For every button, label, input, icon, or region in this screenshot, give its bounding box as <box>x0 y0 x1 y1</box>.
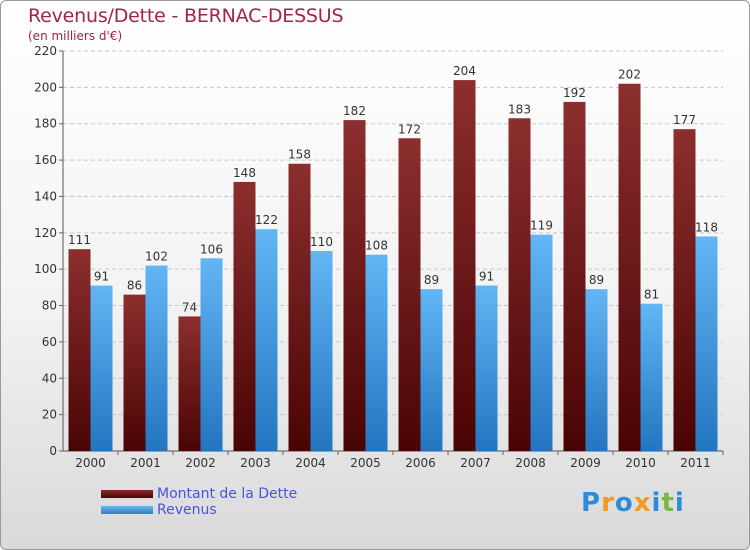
data-label: 81 <box>644 288 659 302</box>
y-tick-label: 80 <box>42 299 57 313</box>
y-tick-label: 40 <box>42 371 57 385</box>
bar-dette <box>68 249 91 451</box>
y-tick-label: 180 <box>34 117 57 131</box>
logo-letter: x <box>633 488 652 518</box>
data-label: 91 <box>479 270 494 284</box>
data-label: 89 <box>589 273 604 287</box>
data-label: 204 <box>453 64 476 78</box>
bar-dette <box>178 316 201 451</box>
bar-revenus <box>585 289 608 451</box>
bar-revenus <box>90 285 113 451</box>
y-tick-label: 60 <box>42 335 57 349</box>
bar-dette <box>453 80 476 451</box>
logo-letter: r <box>601 488 615 518</box>
y-tick-label: 0 <box>49 444 57 458</box>
bar-revenus <box>145 265 168 451</box>
bar-dette <box>508 118 531 451</box>
bar-dette <box>563 101 586 451</box>
x-tick-label: 2010 <box>625 456 656 470</box>
data-label: 177 <box>673 113 696 127</box>
x-tick-label: 2001 <box>130 456 161 470</box>
x-tick-label: 2007 <box>460 456 491 470</box>
logo-letter: t <box>661 488 675 518</box>
x-tick-label: 2002 <box>185 456 216 470</box>
y-tick-label: 100 <box>34 262 57 276</box>
data-label: 202 <box>618 68 641 82</box>
y-tick-label: 160 <box>34 153 57 167</box>
data-label: 172 <box>398 122 421 136</box>
y-tick-label: 120 <box>34 226 57 240</box>
bar-revenus <box>420 289 443 451</box>
bar-revenus <box>310 251 333 451</box>
data-label: 158 <box>288 148 311 162</box>
data-label: 192 <box>563 86 586 100</box>
y-tick-label: 220 <box>34 44 57 58</box>
bar-dette <box>618 83 641 452</box>
bar-dette <box>398 138 421 452</box>
x-tick-label: 2008 <box>515 456 546 470</box>
data-label: 182 <box>343 104 366 118</box>
proxiti-logo: Proxiti <box>581 488 685 518</box>
bar-revenus <box>475 285 498 451</box>
bar-revenus <box>695 236 718 451</box>
bar-revenus <box>640 303 663 451</box>
x-tick-label: 2006 <box>405 456 436 470</box>
logo-letter: P <box>581 488 602 518</box>
chart-title: Revenus/Dette - BERNAC-DESSUS <box>28 5 344 27</box>
x-tick-label: 2009 <box>570 456 601 470</box>
logo-letter: o <box>614 488 634 518</box>
data-label: 183 <box>508 102 531 116</box>
data-label: 118 <box>695 220 718 234</box>
logo-letter: i <box>674 488 685 518</box>
bar-dette <box>233 181 256 451</box>
data-label: 106 <box>200 242 223 256</box>
data-label: 111 <box>68 233 91 247</box>
bar-dette <box>123 294 146 451</box>
x-tick-label: 2003 <box>240 456 271 470</box>
y-tick-label: 140 <box>34 189 57 203</box>
bar-revenus <box>255 229 278 451</box>
data-label: 110 <box>310 235 333 249</box>
chart-subtitle: (en milliers d'€) <box>28 29 123 43</box>
data-label: 91 <box>94 270 109 284</box>
bar-dette <box>673 129 696 451</box>
bar-revenus <box>200 258 223 451</box>
bar-dette <box>288 163 311 451</box>
x-tick-label: 2005 <box>350 456 381 470</box>
logo-letter: i <box>651 488 662 518</box>
bar-dette <box>343 120 366 451</box>
data-label: 74 <box>182 300 197 314</box>
x-tick-label: 2011 <box>680 456 711 470</box>
data-label: 86 <box>127 279 142 293</box>
data-label: 148 <box>233 166 256 180</box>
x-tick-label: 2004 <box>295 456 326 470</box>
y-tick-label: 200 <box>34 80 57 94</box>
legend-swatch-revenus <box>101 506 153 514</box>
data-label: 108 <box>365 239 388 253</box>
legend-label-dette: Montant de la Dette <box>157 486 298 502</box>
legend-swatch-dette <box>101 490 153 498</box>
bar-revenus <box>530 234 553 451</box>
data-label: 102 <box>145 250 168 264</box>
data-label: 122 <box>255 213 278 227</box>
bar-revenus <box>365 254 388 451</box>
data-label: 89 <box>424 273 439 287</box>
legend-label-revenus: Revenus <box>157 502 217 518</box>
y-tick-label: 20 <box>42 408 57 422</box>
data-label: 119 <box>530 219 553 233</box>
x-tick-label: 2000 <box>75 456 106 470</box>
